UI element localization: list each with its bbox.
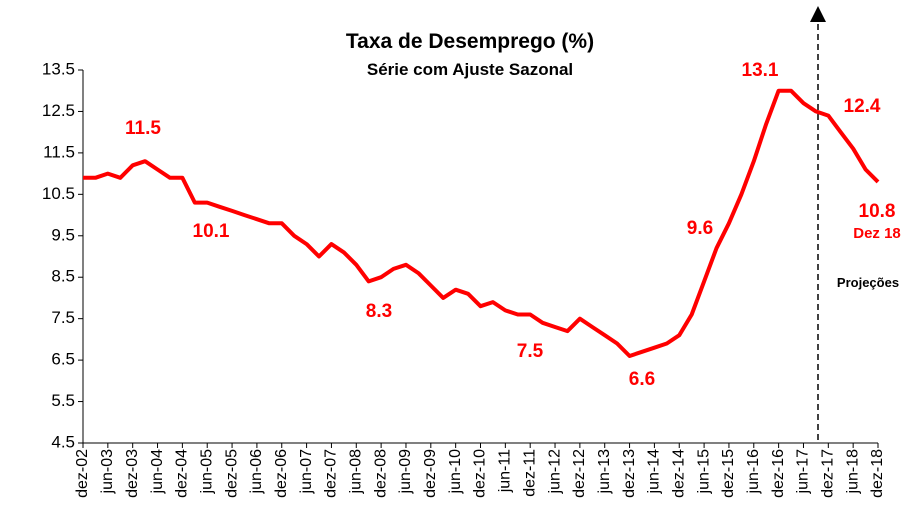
- x-tick-label: jun-18: [844, 449, 861, 495]
- y-tick-label: 8.5: [51, 267, 75, 286]
- x-tick-label: dez-15: [720, 449, 737, 498]
- x-tick-label: dez-06: [273, 449, 290, 498]
- x-tick-label: jun-08: [348, 449, 365, 495]
- annotation: 9.6: [687, 218, 713, 239]
- annotation: 8.3: [366, 301, 392, 322]
- x-tick-label: dez-11: [521, 449, 538, 497]
- y-tick-label: 9.5: [51, 225, 75, 244]
- x-tick-label: jun-11: [497, 449, 514, 493]
- chart-title: Taxa de Desemprego (%): [346, 30, 594, 53]
- x-tick-label: jun-15: [695, 449, 712, 495]
- y-tick-label: 10.5: [42, 184, 75, 203]
- annotation: 7.5: [517, 341, 544, 362]
- annotation: 10.8: [859, 201, 896, 222]
- x-tick-label: jun-05: [198, 449, 215, 495]
- annotation: Dez 18: [853, 225, 901, 242]
- x-tick-label: jun-16: [745, 449, 762, 495]
- x-tick-label: dez-10: [472, 449, 489, 498]
- x-tick-label: jun-17: [795, 449, 812, 495]
- x-tick-label: dez-05: [223, 449, 240, 498]
- x-tick-label: dez-07: [323, 449, 340, 498]
- annotation: 6.6: [629, 369, 655, 390]
- x-tick-label: dez-08: [372, 449, 389, 498]
- x-tick-label: dez-18: [869, 449, 886, 498]
- x-tick-label: dez-13: [621, 449, 638, 498]
- y-tick-label: 7.5: [51, 308, 75, 327]
- x-tick-label: jun-03: [99, 449, 116, 495]
- x-tick-label: jun-04: [149, 449, 166, 495]
- x-tick-label: jun-12: [546, 449, 563, 495]
- annotation: 11.5: [125, 118, 161, 139]
- x-tick-label: dez-17: [820, 449, 837, 498]
- x-tick-label: jun-06: [248, 449, 265, 495]
- x-tick-label: dez-14: [670, 449, 687, 498]
- annotation: 12.4: [844, 96, 881, 117]
- y-tick-label: 4.5: [51, 432, 75, 451]
- y-tick-label: 13.5: [42, 59, 75, 78]
- y-tick-label: 6.5: [51, 350, 75, 369]
- x-tick-label: jun-14: [646, 449, 663, 495]
- x-tick-label: jun-13: [596, 449, 613, 495]
- line-series: [83, 88, 880, 358]
- chart-subtitle: Série com Ajuste Sazonal: [367, 60, 573, 79]
- annotation: Projeções: [837, 275, 899, 290]
- y-tick-label: 12.5: [42, 101, 75, 120]
- x-tick-label: dez-03: [124, 449, 141, 498]
- annotation: 10.1: [193, 221, 230, 242]
- x-tick-label: dez-04: [174, 449, 191, 498]
- annotation: 13.1: [742, 60, 779, 81]
- x-tick-label: dez-12: [571, 449, 588, 498]
- projection-arrow: [810, 6, 826, 22]
- x-tick-label: dez-02: [74, 449, 91, 498]
- x-tick-label: jun-10: [447, 449, 464, 495]
- x-tick-label: jun-07: [298, 449, 315, 495]
- x-tick-label: dez-16: [770, 449, 787, 498]
- y-tick-label: 5.5: [51, 391, 75, 410]
- x-tick-label: jun-09: [397, 449, 414, 495]
- x-tick-label: dez-09: [422, 449, 439, 498]
- y-tick-label: 11.5: [43, 142, 75, 161]
